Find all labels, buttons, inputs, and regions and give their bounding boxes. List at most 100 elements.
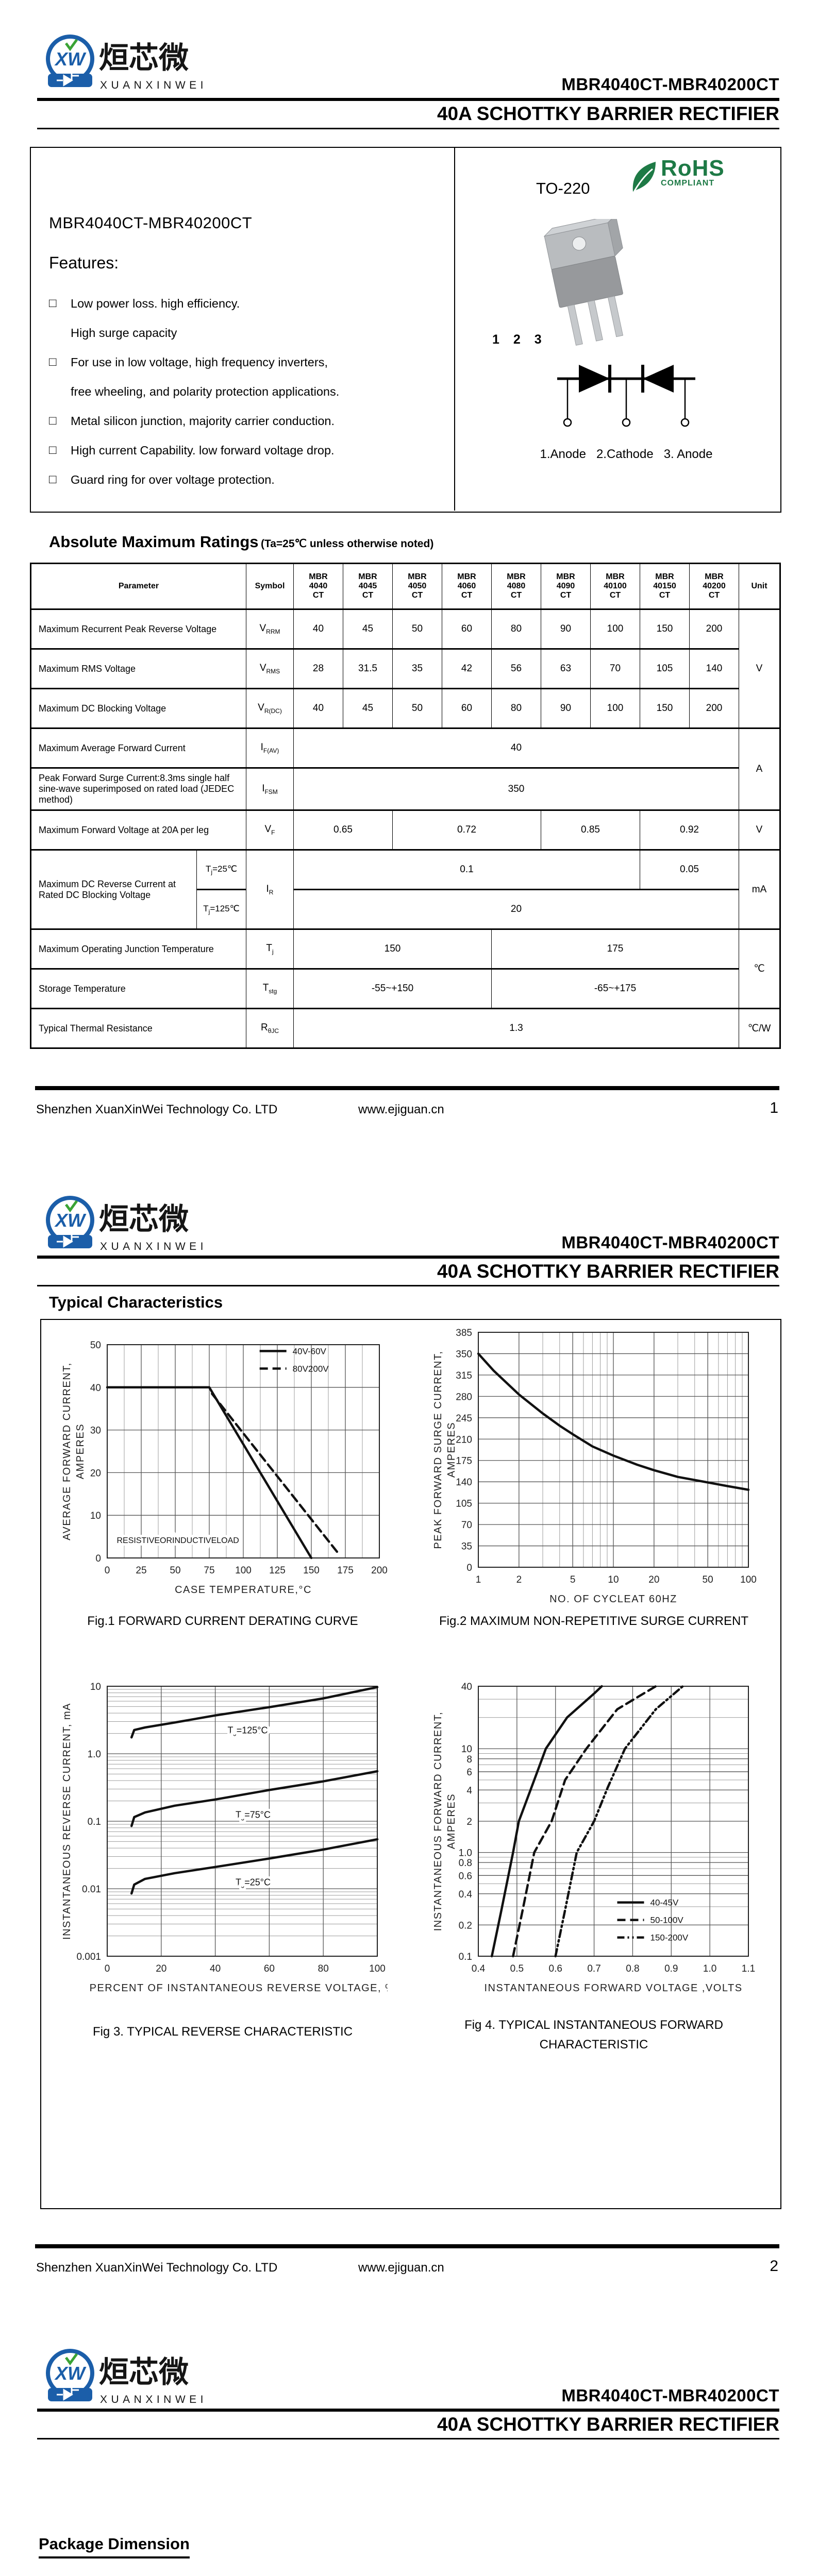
brand-name-en: XUANXINWEI	[100, 79, 207, 91]
svg-text:210: 210	[456, 1434, 472, 1445]
ratings-cell: Typical Thermal Resistance	[30, 1008, 246, 1048]
ratings-cell: 150	[293, 928, 492, 969]
ratings-cell: 63	[541, 648, 591, 689]
features-heading: Features:	[49, 253, 119, 272]
svg-text:350: 350	[456, 1349, 472, 1360]
feature-item: □ Guard ring for over voltage protection.	[49, 472, 275, 486]
ratings-cell: 70	[590, 648, 640, 689]
feature-item-continuation: High surge capacity	[71, 326, 177, 340]
svg-text:200: 200	[371, 1565, 388, 1576]
ratings-cell: 50	[392, 688, 442, 728]
checkbox-icon: □	[49, 472, 57, 486]
ratings-cell: 0.92	[640, 809, 739, 850]
svg-text:0.1: 0.1	[459, 1952, 472, 1962]
features-list: □ Low power loss. high efficiency. High su…	[49, 296, 441, 502]
logo-monogram: XW	[54, 48, 87, 70]
ratings-cell: 40	[293, 688, 343, 728]
ratings-cell: 200	[689, 688, 739, 728]
svg-text:0.6: 0.6	[549, 1963, 562, 1974]
svg-text:2: 2	[516, 1574, 522, 1585]
ratings-cell: mA	[739, 849, 780, 929]
feature-item: □ Metal silicon junction, majority carrie…	[49, 414, 335, 428]
ratings-row: Maximum Forward Voltage at 20A per leg VF…	[30, 809, 780, 850]
ratings-cell: 45	[343, 608, 393, 649]
footer-company: Shenzhen XuanXinWei Technology Co. LTD	[36, 2261, 278, 2275]
svg-text:245: 245	[456, 1413, 472, 1424]
checkbox-icon: □	[49, 414, 57, 428]
svg-text:175: 175	[337, 1565, 354, 1576]
logo-monogram: XW	[54, 1210, 87, 1231]
ratings-cell: VF	[246, 809, 294, 850]
svg-text:0: 0	[466, 1563, 472, 1573]
ratings-cell: 40	[293, 727, 739, 768]
ratings-row: Peak Forward Surge Current:8.3ms single …	[30, 767, 780, 810]
svg-text:35: 35	[461, 1541, 472, 1552]
svg-text:TJ=75°C: TJ=75°C	[236, 1810, 271, 1822]
svg-text:INSTANTANEOUS FORWARD CURRENT,: INSTANTANEOUS FORWARD CURRENT,	[432, 1711, 444, 1931]
svg-text:0.01: 0.01	[82, 1884, 101, 1895]
ratings-cell: Maximum Recurrent Peak Reverse Voltage	[30, 608, 246, 649]
ratings-cell: 45	[343, 688, 393, 728]
svg-text:5: 5	[570, 1574, 576, 1585]
svg-text:0.2: 0.2	[459, 1920, 472, 1931]
svg-text:40: 40	[90, 1383, 101, 1394]
company-logo: XW 烜芯微 XUANXINWEI	[46, 2349, 204, 2405]
overview-box-divider	[454, 147, 455, 511]
page2-subtitle: 40A SCHOTTKY BARRIER RECTIFIER	[437, 1261, 779, 1282]
ratings-cell: 150	[640, 688, 690, 728]
svg-text:0: 0	[95, 1553, 101, 1564]
ratings-cell: 80	[491, 688, 541, 728]
svg-text:10: 10	[90, 1682, 101, 1692]
svg-text:CASE TEMPERATURE,°C: CASE TEMPERATURE,°C	[175, 1584, 312, 1596]
ratings-cell: 1.3	[293, 1008, 739, 1048]
fig4-caption: Fig 4. TYPICAL INSTANTANEOUS FORWARD CHA…	[464, 2018, 723, 2052]
ratings-cell: 200	[689, 608, 739, 649]
page3-subtitle: 40A SCHOTTKY BARRIER RECTIFIER	[437, 2414, 779, 2435]
svg-text:25: 25	[136, 1565, 146, 1576]
fig2-chart: 1 2 5 10 20 50 100 0 35 70 105 140 175 210 245 280 315 35…	[432, 1328, 757, 1605]
svg-text:1.1: 1.1	[742, 1963, 755, 1974]
svg-text:INSTANTANEOUS FORWARD VOLTAGE: INSTANTANEOUS FORWARD VOLTAGE ,VOLTS	[484, 1982, 742, 1994]
svg-text:2: 2	[466, 1817, 472, 1827]
ratings-cell: A	[739, 727, 780, 810]
ratings-cell: ℃	[739, 928, 780, 1009]
svg-text:NO. OF CYCLEAT 60HZ: NO. OF CYCLEAT 60HZ	[549, 1594, 677, 1605]
svg-text:50: 50	[170, 1565, 180, 1576]
ratings-cell: 0.65	[293, 809, 393, 850]
ratings-cell: 28	[293, 648, 343, 689]
svg-text:AMPERES: AMPERES	[75, 1423, 86, 1479]
svg-text:40V-60V: 40V-60V	[293, 1346, 327, 1356]
ratings-row: Maximum RMS Voltage VRMS 28 31.5 35 42 56 63 70 1…	[30, 648, 780, 689]
svg-text:40: 40	[210, 1963, 221, 1974]
ratings-cell: 0.72	[392, 809, 541, 850]
header-rule	[37, 98, 779, 101]
ratings-row: Storage Temperature Tstg -55~+150 -65~+175	[30, 968, 780, 1009]
fig1-chart: 0 25 50 75 100 125 150 175 200 0 10 20 30 40 50 CASE TE…	[61, 1340, 388, 1596]
ratings-cell: 20	[293, 889, 739, 929]
svg-text:1.0: 1.0	[459, 1848, 472, 1859]
svg-text:0.001: 0.001	[76, 1952, 101, 1962]
ratings-cell: 350	[293, 767, 739, 810]
package-photo	[543, 219, 624, 346]
ratings-cell: ℃/W	[739, 1008, 780, 1048]
ratings-cell: 100	[590, 688, 640, 728]
svg-text:150: 150	[303, 1565, 320, 1576]
logo-diode-icon	[57, 2385, 79, 2401]
svg-text:50: 50	[90, 1340, 101, 1351]
ratings-cell: 31.5	[343, 648, 393, 689]
page2-part-range: MBR4040CT-MBR40200CT	[561, 1233, 779, 1252]
ratings-cell: 105	[640, 648, 690, 689]
ratings-note: (Ta=25℃ unless otherwise noted)	[260, 538, 434, 550]
fig4-chart: 0.4 0.5 0.6 0.7 0.8 0.9 1.0 1.10.10.20.40.60.81…	[432, 1682, 755, 1994]
ratings-cell: Maximum Average Forward Current	[30, 727, 246, 768]
ratings-heading: Absolute Maximum Ratings (Ta=25℃ unless …	[49, 533, 433, 551]
ratings-row: Maximum Average Forward Current IF(AV) 40 A	[30, 727, 780, 810]
ratings-cell: Maximum RMS Voltage	[30, 648, 246, 689]
ratings-cell: 0.85	[541, 809, 640, 850]
ratings-cell: 80	[491, 608, 541, 649]
svg-text:70: 70	[461, 1520, 472, 1531]
rohs-badge: RoHS COMPLIANT	[630, 157, 725, 198]
svg-text:20: 20	[156, 1963, 166, 1974]
ratings-cell: VRRM	[246, 608, 294, 649]
footer-bar	[35, 2244, 779, 2248]
